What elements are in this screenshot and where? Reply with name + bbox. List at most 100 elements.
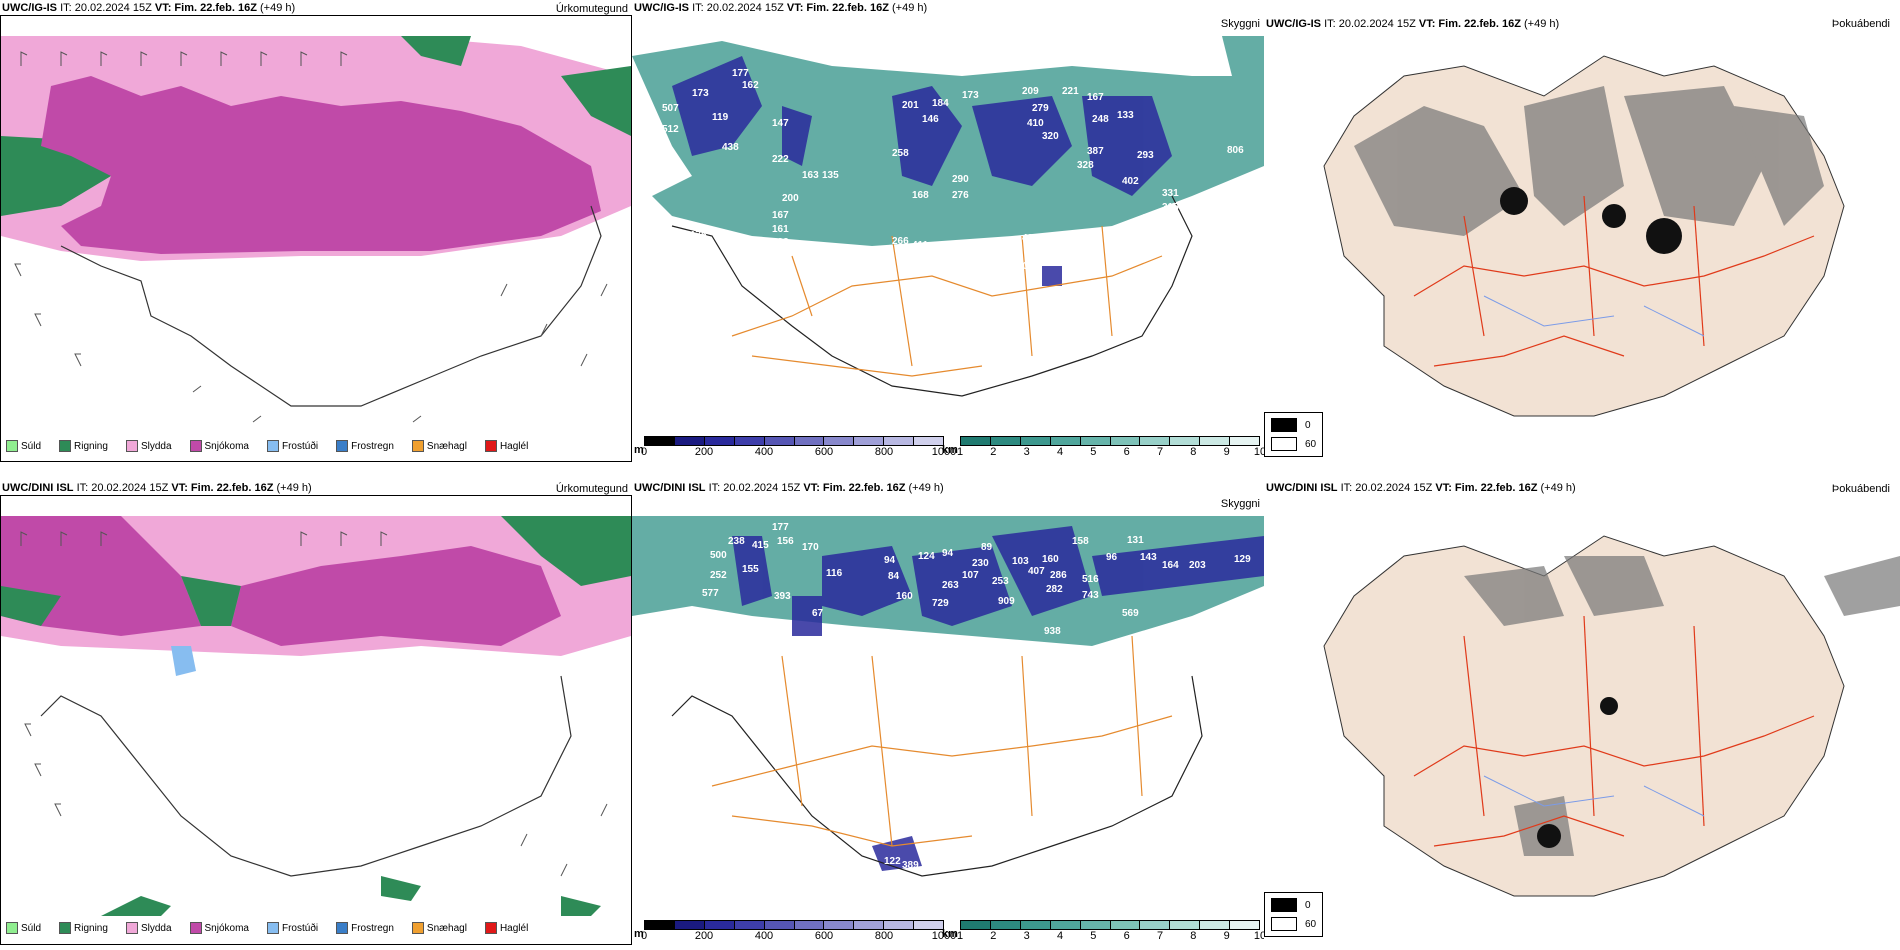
map-frame <box>0 15 632 462</box>
colorbar-tick-label: 400 <box>754 446 774 458</box>
colorbar-tick-label: 4 <box>1056 930 1064 942</box>
colorbar-cell <box>1020 921 1051 929</box>
svg-text:331: 331 <box>1162 188 1179 199</box>
colorbar-tick-label: 2 <box>990 446 997 458</box>
colorbar-cell <box>824 921 855 929</box>
svg-text:133: 133 <box>1117 110 1134 121</box>
colorbar-cell <box>674 437 705 445</box>
precip-type-panel-top: UWC/IG-IS IT: 20.02.2024 15Z VT: Fim. 22… <box>0 0 632 465</box>
svg-text:411: 411 <box>912 240 929 251</box>
colorbar-cell <box>824 437 855 445</box>
ceiling-unit: m <box>634 444 644 456</box>
panel-header: UWC/DINI ISL IT: 20.02.2024 15Z VT: Fim.… <box>634 482 944 494</box>
panel-title: Skyggni <box>1220 498 1260 510</box>
colorbar-tick-label: 400 <box>754 930 774 942</box>
svg-text:116: 116 <box>826 568 843 579</box>
fog-legend: 0 60 <box>1264 892 1324 937</box>
svg-text:253: 253 <box>992 576 1009 587</box>
precip-legend: Súld Rigning Slydda Snjókoma Frostúði Fr… <box>6 440 542 452</box>
legend-item: Súld <box>6 440 41 452</box>
svg-text:108: 108 <box>1017 261 1034 272</box>
svg-text:387: 387 <box>1087 146 1104 157</box>
fog-panel-bottom: UWC/DINI ISL IT: 20.02.2024 15Z VT: Fim.… <box>1264 480 1900 950</box>
visibility-unit: km <box>942 928 958 940</box>
colorbar-tick-label: 3 <box>1023 930 1030 942</box>
svg-text:328: 328 <box>1077 160 1094 171</box>
svg-text:106: 106 <box>722 232 739 243</box>
svg-text:74: 74 <box>782 644 794 655</box>
svg-text:806: 806 <box>1227 145 1244 156</box>
svg-text:402: 402 <box>1122 176 1139 187</box>
svg-text:209: 209 <box>1022 86 1039 97</box>
fog-map <box>1264 516 1900 916</box>
colorbar-cell <box>1110 437 1141 445</box>
svg-text:569: 569 <box>1122 608 1139 619</box>
colorbar-cell <box>990 437 1021 445</box>
legend-item: Snjókoma <box>189 440 249 452</box>
svg-text:173: 173 <box>962 90 979 101</box>
legend-item: Snæhagl <box>411 440 467 452</box>
visibility-colorbar: 1 2 3 4 5 6 7 8 9 10 <box>957 920 1264 944</box>
svg-text:96: 96 <box>1106 552 1118 563</box>
svg-text:94: 94 <box>942 548 954 559</box>
svg-text:59: 59 <box>810 638 822 649</box>
svg-text:507: 507 <box>662 103 679 114</box>
svg-text:176: 176 <box>690 230 707 241</box>
colorbar-cell <box>1080 437 1111 445</box>
fog-legend-item: 60 <box>1271 917 1316 931</box>
svg-text:263: 263 <box>942 580 959 591</box>
precip-legend: Súld Rigning Slydda Snjókoma Frostúði Fr… <box>6 922 542 934</box>
svg-text:438: 438 <box>722 142 739 153</box>
legend-item: Frostregn <box>336 440 394 452</box>
colorbar-cell <box>1200 437 1231 445</box>
precip-map <box>1 516 631 916</box>
colorbar-cell <box>914 437 944 445</box>
colorbar-cell <box>645 921 675 929</box>
colorbar-cell <box>1230 921 1260 929</box>
colorbar-cell <box>961 921 991 929</box>
svg-text:201: 201 <box>902 100 919 111</box>
panel-header: UWC/DINI ISL IT: 20.02.2024 15Z VT: Fim.… <box>2 482 312 494</box>
colorbar-cell <box>884 437 915 445</box>
svg-text:161: 161 <box>772 224 789 235</box>
legend-item: Snjókoma <box>189 922 249 934</box>
svg-text:94: 94 <box>884 555 896 566</box>
svg-text:283: 283 <box>1107 238 1124 249</box>
svg-text:203: 203 <box>1189 560 1206 571</box>
svg-text:266: 266 <box>892 236 909 247</box>
svg-text:279: 279 <box>1032 103 1049 114</box>
fog-legend-item: 0 <box>1271 418 1316 432</box>
svg-text:410: 410 <box>1027 118 1044 129</box>
svg-text:173: 173 <box>692 88 709 99</box>
colorbar-cell <box>1170 921 1201 929</box>
svg-text:248: 248 <box>1092 114 1109 125</box>
colorbar-cell <box>914 921 944 929</box>
legend-item: Snæhagl <box>411 922 467 934</box>
svg-text:393: 393 <box>774 591 791 602</box>
svg-text:129: 129 <box>1234 554 1251 565</box>
colorbar-tick-label: 5 <box>1090 446 1097 458</box>
colorbar-tick-label: 1 <box>956 446 964 458</box>
legend-item: Frostregn <box>336 922 394 934</box>
ceiling-unit: m <box>634 928 644 940</box>
svg-text:147: 147 <box>772 118 789 129</box>
legend-item: Haglél <box>484 440 528 452</box>
legend-item: Slydda <box>125 922 172 934</box>
visibility-unit: km <box>942 444 958 456</box>
svg-text:286: 286 <box>1050 570 1067 581</box>
svg-text:167: 167 <box>1087 92 1104 103</box>
colorbar-tick-label: 9 <box>1223 446 1230 458</box>
svg-text:162: 162 <box>742 80 759 91</box>
svg-text:222: 222 <box>772 154 789 165</box>
map-frame <box>0 495 632 945</box>
colorbar-tick-label: 2 <box>990 930 997 942</box>
svg-text:290: 290 <box>952 174 969 185</box>
colorbar-cell <box>884 921 915 929</box>
colorbar-cell <box>764 437 795 445</box>
precip-map <box>1 36 631 426</box>
fog-panel-top: UWC/IG-IS IT: 20.02.2024 15Z VT: Fim. 22… <box>1264 0 1900 465</box>
colorbar-tick-label: 7 <box>1156 446 1164 458</box>
ceiling-colorbar: 0 200 400 600 800 1000 <box>641 436 956 460</box>
colorbar-tick-label: 7 <box>1156 930 1164 942</box>
svg-text:276: 276 <box>952 190 969 201</box>
